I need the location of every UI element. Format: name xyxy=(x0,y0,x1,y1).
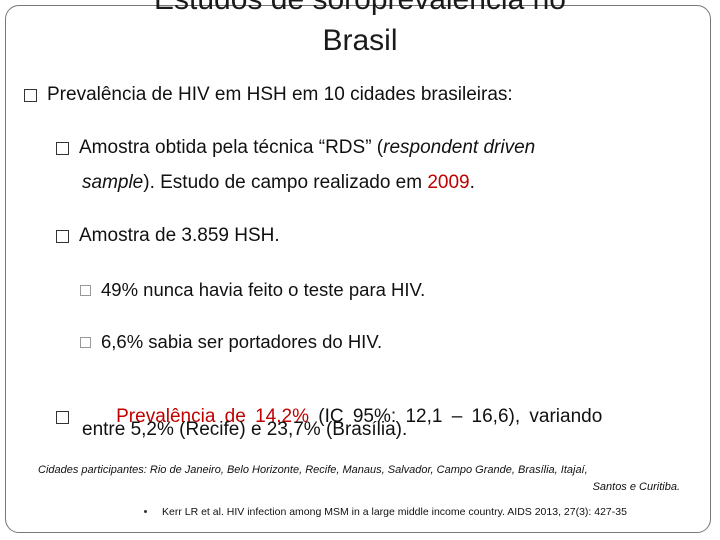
main-bullet-text: Prevalência de HIV em HSH em 10 cidades … xyxy=(47,84,513,105)
sub-bullet-prevalence: Prevalência de 14,2% (IC 95%: 12,1 – 16,… xyxy=(56,384,670,450)
square-bullet-icon xyxy=(56,410,69,424)
square-bullet-icon xyxy=(56,229,69,243)
rds-text-c: . xyxy=(469,172,475,193)
rds-text-italic-b: sample xyxy=(82,172,144,193)
rds-year: 2009 xyxy=(427,172,470,193)
prevalence-value: 14,2% xyxy=(255,406,309,427)
square-bullet-icon xyxy=(80,336,91,348)
cities-note-line2: Santos e Curitiba. xyxy=(592,481,680,493)
cities-note-line1: Cidades participantes: Rio de Janeiro, B… xyxy=(38,464,588,476)
prevalence-line2: entre 5,2% (Recife) e 23,7% (Brasília). xyxy=(82,419,408,440)
cities-note: Cidades participantes: Rio de Janeiro, B… xyxy=(38,462,680,496)
main-bullet: Prevalência de HIV em HSH em 10 cidades … xyxy=(24,84,513,106)
slide-title-line1: Estudos de soroprevalência no xyxy=(0,0,720,17)
sub-sub-bullet-2: 6,6% sabia ser portadores do HIV. xyxy=(80,331,382,353)
sub-sub-bullet-2-text: 6,6% sabia ser portadores do HIV. xyxy=(101,331,383,352)
rds-text-a: Amostra obtida pela técnica “RDS” ( xyxy=(79,137,384,158)
square-bullet-icon xyxy=(56,141,69,155)
sub-bullet-sample-text: Amostra de 3.859 HSH. xyxy=(79,225,280,246)
sub-bullet-rds-line1: Amostra obtida pela técnica “RDS” (respo… xyxy=(79,137,535,159)
reference-bullet-icon xyxy=(144,510,147,513)
prevalence-text-a: Prevalência de xyxy=(116,406,256,427)
slide-title-line2: Brasil xyxy=(322,24,398,57)
slide-frame xyxy=(5,5,711,533)
square-bullet-icon xyxy=(24,88,37,102)
prevalence-text-b: (IC 95%: 12,1 – 16,6), variando xyxy=(308,406,603,427)
reference-text: Kerr LR et al. HIV infection among MSM i… xyxy=(162,506,627,518)
square-bullet-icon xyxy=(80,284,91,296)
sub-sub-bullet-1-text: 49% nunca havia feito o teste para HIV. xyxy=(101,279,426,300)
sub-bullet-rds-line2: sample). Estudo de campo realizado em 20… xyxy=(82,172,475,194)
sub-bullet-rds: Amostra obtida pela técnica “RDS” (respo… xyxy=(56,137,535,159)
sub-bullet-sample: Amostra de 3.859 HSH. xyxy=(56,225,280,247)
prevalence-line1: Prevalência de 14,2% (IC 95%: 12,1 – 16,… xyxy=(79,384,602,450)
rds-text-b: ). Estudo de campo realizado em xyxy=(143,172,428,193)
sub-sub-bullet-1: 49% nunca havia feito o teste para HIV. xyxy=(80,279,425,301)
rds-text-italic-a: respondent driven xyxy=(383,137,536,158)
